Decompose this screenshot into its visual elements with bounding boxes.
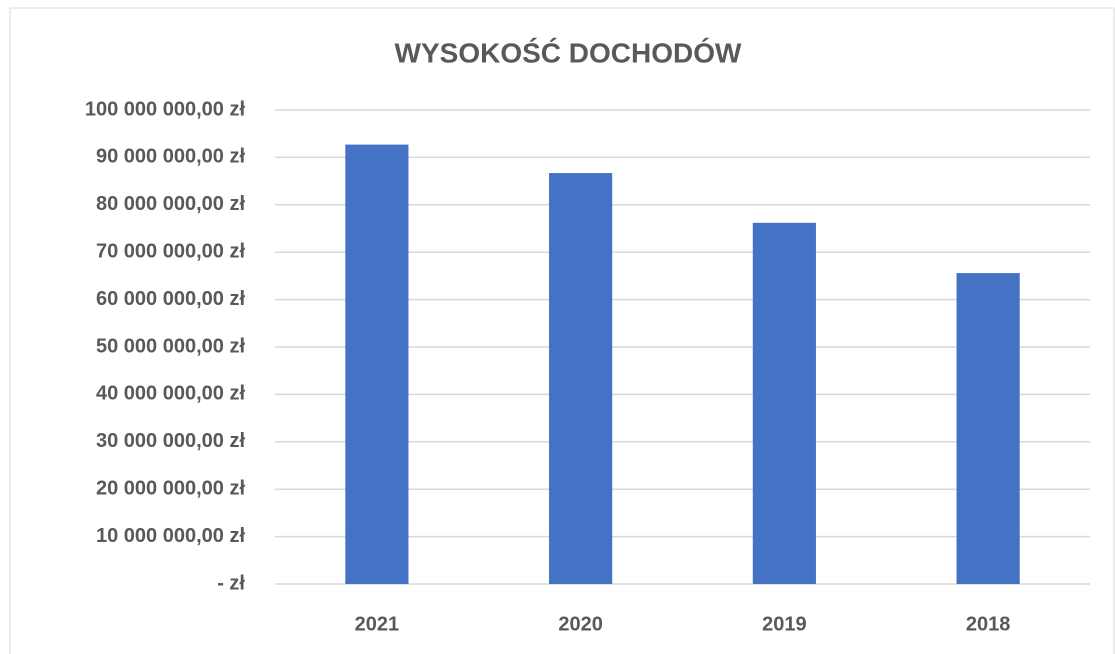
bar (345, 144, 409, 585)
y-tick-label: 70 000 000,00 zł (96, 240, 245, 262)
y-tick-label: 60 000 000,00 zł (96, 288, 245, 310)
y-tick-label: 40 000 000,00 zł (96, 383, 245, 405)
x-tick-label: 2018 (966, 613, 1011, 635)
chart-border (9, 7, 1115, 654)
bar (549, 173, 613, 585)
bar (752, 222, 816, 584)
y-tick-label: 30 000 000,00 zł (96, 430, 245, 452)
y-tick-label: 100 000 000,00 zł (85, 98, 246, 120)
y-tick-label: 90 000 000,00 zł (96, 146, 245, 168)
x-tick-label: 2019 (762, 613, 807, 635)
bar (956, 273, 1020, 584)
chart-title: WYSOKOŚĆ DOCHODÓW (395, 37, 742, 68)
y-tick-label: 20 000 000,00 zł (96, 477, 245, 499)
x-tick-label: 2020 (558, 613, 603, 635)
y-tick-label: 10 000 000,00 zł (96, 525, 245, 547)
y-tick-label: 50 000 000,00 zł (96, 335, 245, 357)
y-tick-label: 80 000 000,00 zł (96, 193, 245, 215)
y-tick-label: - zł (217, 572, 245, 594)
x-tick-label: 2021 (355, 613, 400, 635)
